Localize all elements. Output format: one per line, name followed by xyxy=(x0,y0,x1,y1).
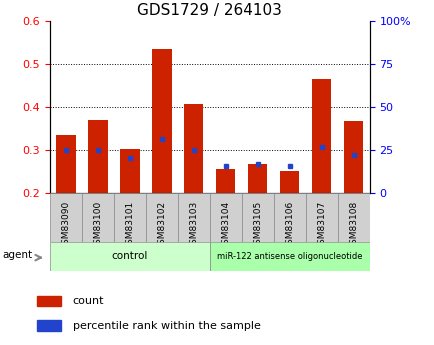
Bar xyxy=(50,193,82,242)
Bar xyxy=(146,193,178,242)
Bar xyxy=(241,193,273,242)
Text: agent: agent xyxy=(3,250,33,260)
Text: GSM83108: GSM83108 xyxy=(349,200,358,250)
Text: control: control xyxy=(112,251,148,261)
Text: percentile rank within the sample: percentile rank within the sample xyxy=(72,321,260,331)
Bar xyxy=(56,135,76,193)
Bar xyxy=(312,79,331,193)
Text: GSM83101: GSM83101 xyxy=(125,200,134,250)
Text: GSM83102: GSM83102 xyxy=(157,200,166,249)
Bar xyxy=(152,49,171,193)
Bar xyxy=(82,193,114,242)
Bar xyxy=(50,241,210,271)
Bar xyxy=(178,193,209,242)
Bar xyxy=(248,164,267,193)
Bar xyxy=(337,193,369,242)
Bar xyxy=(37,321,61,331)
Text: GSM83107: GSM83107 xyxy=(316,200,326,250)
Bar xyxy=(184,104,203,193)
Text: GSM83106: GSM83106 xyxy=(285,200,294,250)
Bar xyxy=(120,149,139,193)
Text: count: count xyxy=(72,296,104,306)
Text: miR-122 antisense oligonucleotide: miR-122 antisense oligonucleotide xyxy=(217,252,362,261)
Text: GSM83103: GSM83103 xyxy=(189,200,198,250)
Bar xyxy=(273,193,305,242)
Bar xyxy=(305,193,337,242)
Text: GSM83100: GSM83100 xyxy=(93,200,102,250)
Bar xyxy=(88,120,107,193)
Text: GSM83105: GSM83105 xyxy=(253,200,262,250)
Bar xyxy=(209,241,369,271)
Text: GSM83090: GSM83090 xyxy=(61,200,70,250)
Bar xyxy=(114,193,146,242)
Bar xyxy=(343,121,362,193)
Bar xyxy=(216,169,235,193)
Text: GSM83104: GSM83104 xyxy=(221,200,230,249)
Title: GDS1729 / 264103: GDS1729 / 264103 xyxy=(137,3,282,18)
Bar xyxy=(37,296,61,306)
Bar xyxy=(209,193,241,242)
Bar xyxy=(279,171,299,193)
